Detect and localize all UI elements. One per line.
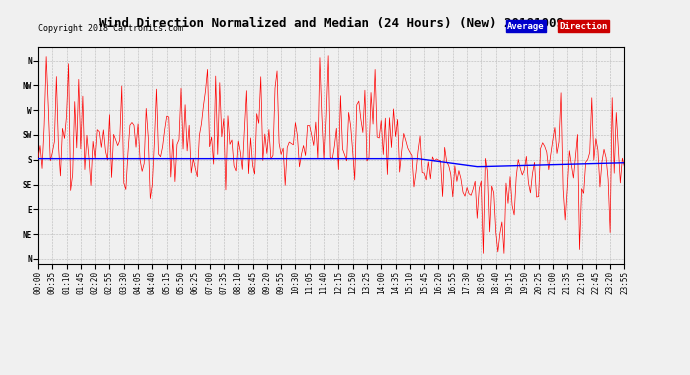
Text: Wind Direction Normalized and Median (24 Hours) (New) 20181009: Wind Direction Normalized and Median (24… — [99, 17, 564, 30]
Text: Copyright 2018 Cartronics.com: Copyright 2018 Cartronics.com — [38, 24, 183, 33]
Text: Average: Average — [507, 22, 545, 31]
Text: Direction: Direction — [559, 22, 607, 31]
